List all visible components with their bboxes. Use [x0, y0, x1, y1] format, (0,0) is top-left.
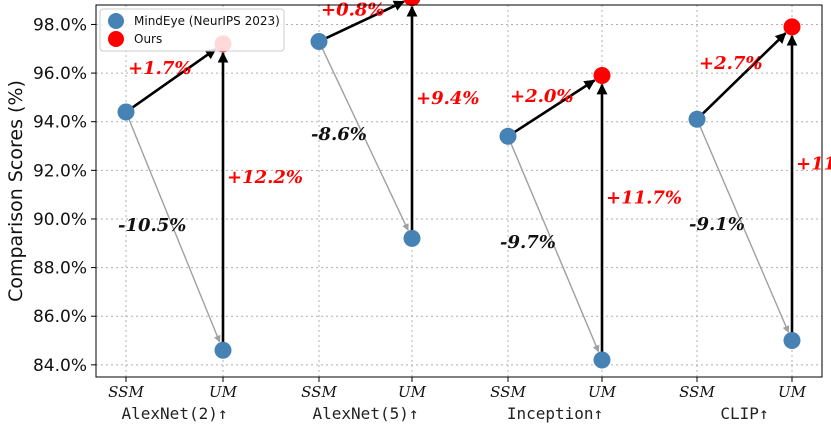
mindeye-point-ssm — [499, 127, 517, 145]
drop-arrow — [699, 126, 790, 333]
drop-label: -9.1% — [689, 214, 745, 235]
x-tick-label-ssm: SSM — [679, 383, 715, 401]
drop-label: -8.6% — [311, 124, 367, 145]
gain-label-ssm: +1.7% — [128, 58, 192, 79]
x-tick-label-um: UM — [398, 383, 427, 401]
gain-arrow-ssm — [131, 48, 217, 109]
ours-point — [783, 18, 801, 36]
metric-label: AlexNet(2)↑ — [122, 404, 228, 423]
mindeye-point-ssm — [117, 103, 135, 121]
y-tick-label: 92.0% — [33, 161, 87, 181]
gain-label-um: +9.4% — [416, 88, 480, 109]
drop-label: -10.5% — [118, 215, 186, 236]
y-tick-label: 84.0% — [33, 356, 87, 376]
drop-arrow — [321, 48, 409, 231]
metric-label: CLIP↑ — [720, 404, 768, 423]
y-tick-label: 88.0% — [33, 259, 87, 279]
ours-point — [593, 67, 611, 85]
x-tick-label-um: UM — [209, 383, 238, 401]
drop-arrow — [510, 143, 600, 353]
mindeye-point-um — [593, 351, 611, 369]
mindeye-point-um — [214, 341, 232, 359]
drop-label: -9.7% — [500, 232, 556, 253]
axes: 84.0% 86.0% 88.0% 90.0% 92.0% 94.0% 96.0% 98.0%… — [33, 15, 807, 423]
x-tick-label-ssm: SSM — [490, 383, 526, 401]
y-axis-label: Comparison Scores (%) — [5, 80, 27, 302]
gain-label-ssm: +2.7% — [699, 53, 763, 74]
legend-marker-ours — [108, 31, 124, 47]
gain-arrow-ssm — [325, 0, 405, 40]
legend-box — [99, 8, 285, 52]
y-tick-label: 98.0% — [33, 15, 87, 35]
y-tick-label: 86.0% — [33, 307, 87, 327]
mindeye-point-um — [403, 229, 421, 247]
arrows — [128, 0, 798, 353]
metric-label: Inception↑ — [507, 404, 603, 423]
gain-arrow-ssm — [701, 32, 787, 115]
gain-arrow-ssm — [514, 79, 596, 134]
x-tick-label-ssm: SSM — [108, 383, 144, 401]
x-tick-label-ssm: SSM — [301, 383, 337, 401]
annotations: +1.7% +12.2% -10.5% +0.8% +9.4% -8.6% +2.0% +11… — [118, 0, 831, 253]
gain-label-um: +11.8% — [796, 154, 831, 175]
gain-label-um: +11.7% — [606, 188, 682, 209]
y-tick-label: 94.0% — [33, 113, 87, 133]
y-tick-label: 96.0% — [33, 64, 87, 84]
legend-label-ours: Ours — [134, 32, 162, 46]
legend: MindEye (NeurIPS 2023) Ours — [99, 8, 285, 52]
gain-label-um: +12.2% — [227, 167, 303, 188]
x-tick-label-um: UM — [778, 383, 807, 401]
gain-label-ssm: +0.8% — [321, 0, 385, 21]
legend-label-mindeye: MindEye (NeurIPS 2023) — [134, 14, 280, 28]
metric-label: AlexNet(5)↑ — [313, 404, 419, 423]
plot-frame — [95, 4, 823, 378]
mindeye-point-ssm — [310, 32, 328, 50]
y-tick-label: 90.0% — [33, 210, 87, 230]
mindeye-point-um — [783, 332, 801, 350]
gain-label-ssm: +2.0% — [510, 86, 574, 107]
x-tick-label-um: UM — [588, 383, 617, 401]
mindeye-point-ssm — [688, 110, 706, 128]
drop-arrow — [128, 119, 221, 343]
legend-marker-mindeye — [108, 13, 124, 29]
